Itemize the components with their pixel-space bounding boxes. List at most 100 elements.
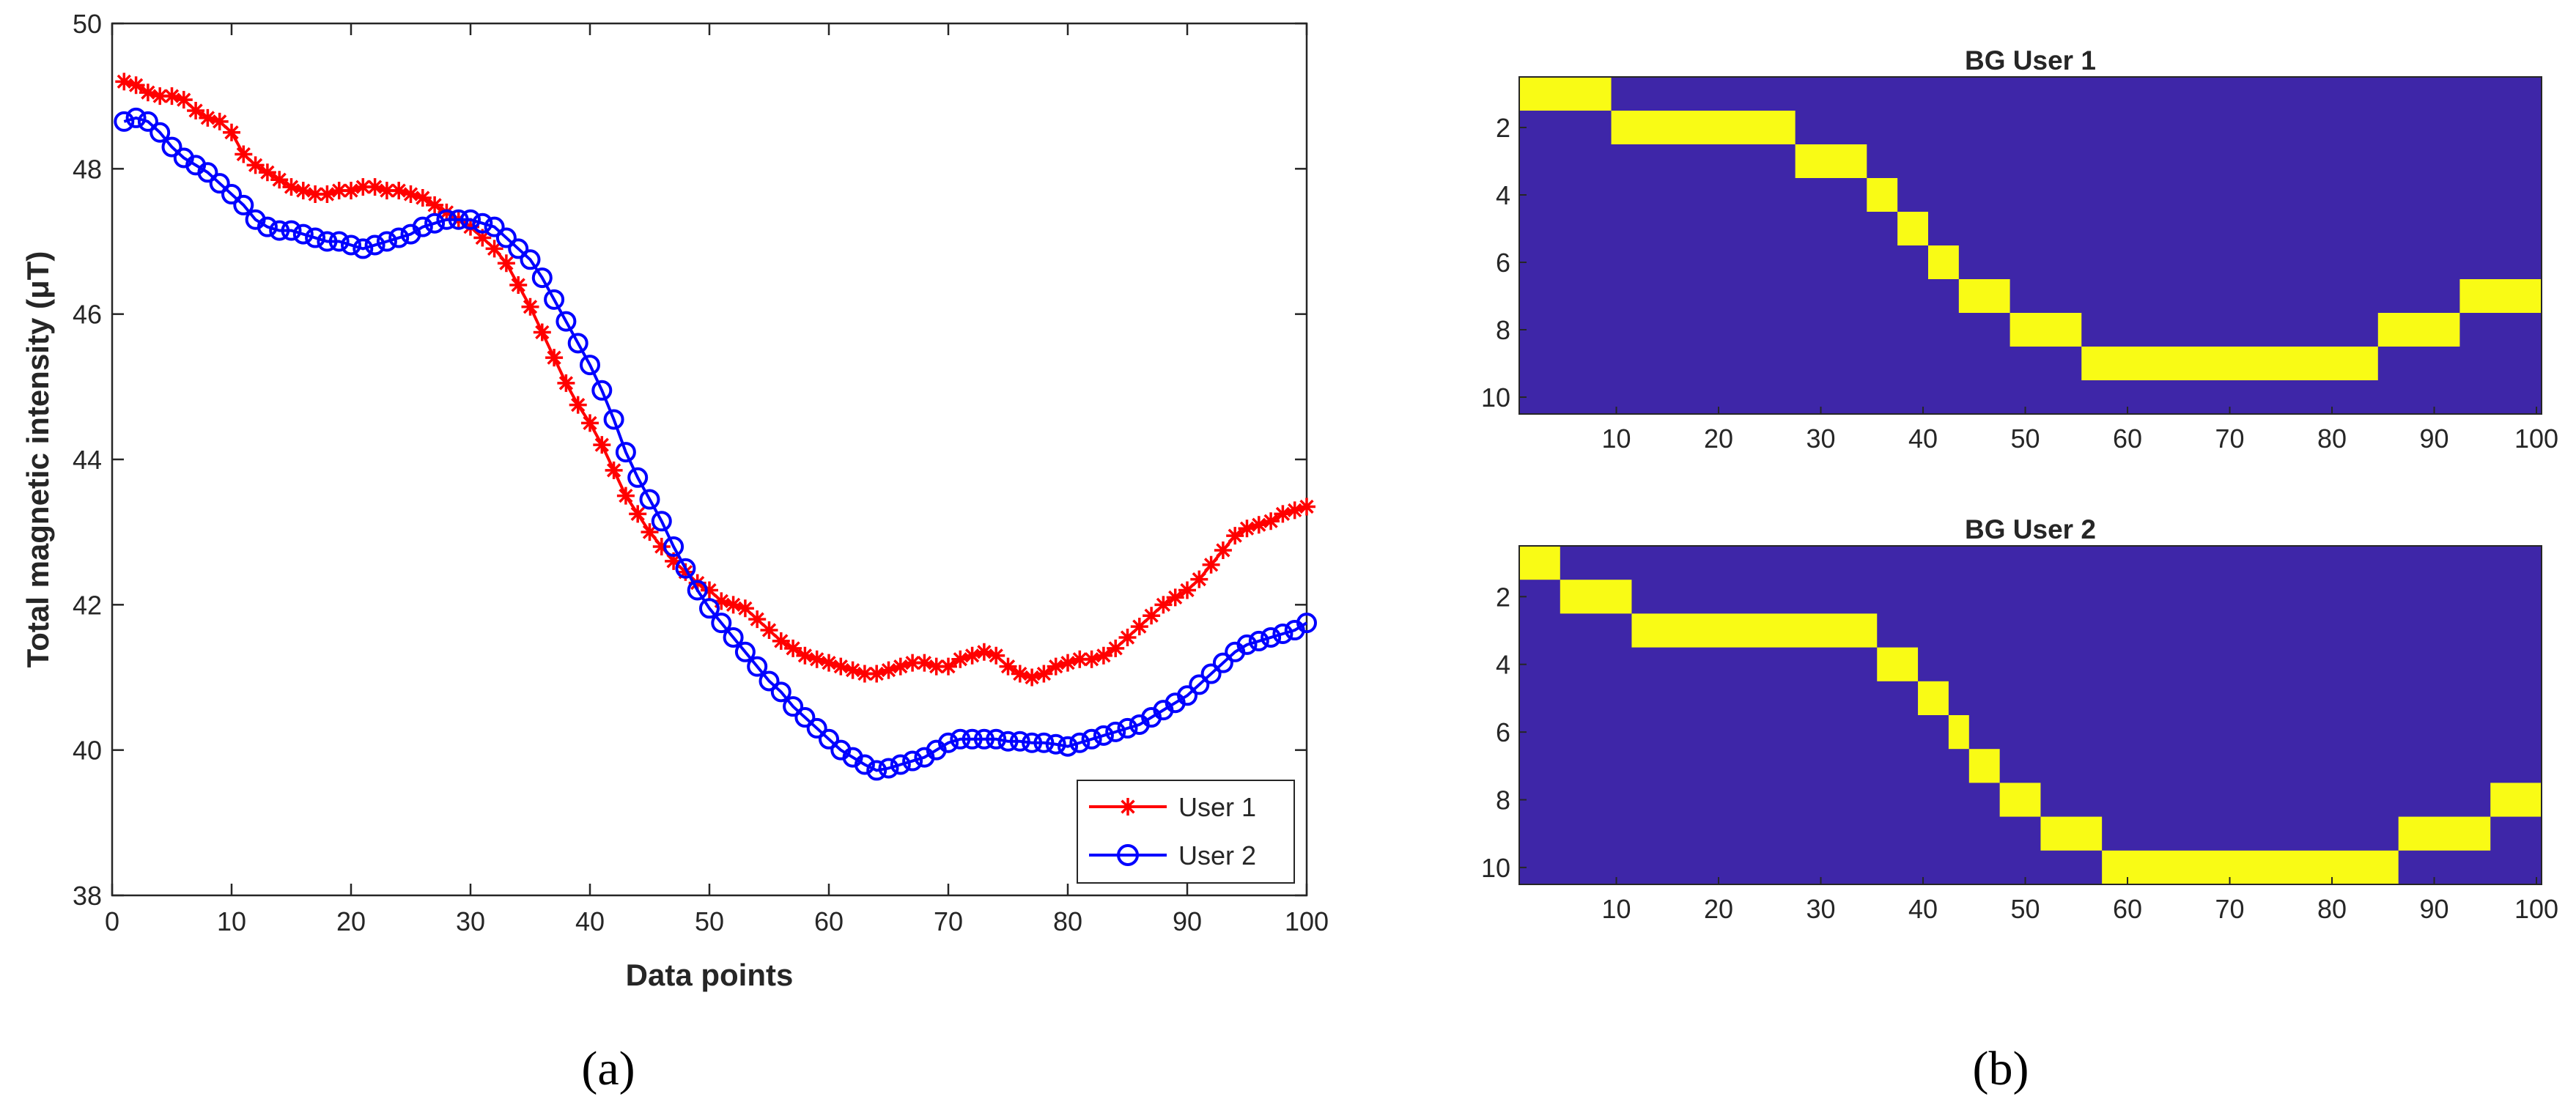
data-point — [651, 511, 672, 532]
data-point — [1166, 588, 1184, 607]
x-tick-label: 20 — [1704, 424, 1733, 454]
data-point — [1082, 650, 1101, 668]
heatmap-cell — [1611, 111, 1796, 144]
data-point — [1296, 613, 1317, 634]
heatmap-cell — [1928, 245, 1959, 279]
data-point — [1105, 721, 1126, 742]
x-tick-label: 70 — [2215, 894, 2245, 924]
data-point — [890, 754, 911, 775]
y-tick-label: 40 — [73, 736, 102, 766]
data-point — [258, 163, 276, 182]
data-point — [448, 209, 469, 230]
data-point — [531, 267, 553, 289]
data-point — [330, 182, 348, 200]
data-point — [688, 574, 706, 592]
x-tick-label: 80 — [2317, 424, 2347, 454]
data-point — [1248, 630, 1269, 651]
data-point — [1011, 665, 1029, 683]
heatmap-cell — [1519, 77, 1612, 111]
data-point — [1272, 624, 1293, 644]
data-point — [1023, 668, 1041, 687]
data-point — [495, 227, 517, 248]
data-point — [520, 249, 541, 270]
data-point — [342, 182, 360, 200]
heatmap-cell — [1958, 279, 2010, 313]
heatmap-cell — [1897, 212, 1928, 245]
data-point — [591, 380, 613, 401]
heatmap-cell — [2398, 816, 2491, 851]
heatmap-cell — [2490, 783, 2542, 817]
data-point — [125, 107, 147, 128]
y-tick-label: 6 — [1496, 717, 1510, 747]
y-tick-label: 42 — [73, 590, 102, 620]
data-point — [593, 436, 611, 454]
data-point — [641, 523, 659, 541]
data-point — [139, 84, 157, 102]
data-point — [1250, 516, 1268, 534]
data-point — [521, 297, 539, 316]
caption-b: (b) — [1973, 1042, 2029, 1095]
data-point — [1022, 732, 1043, 753]
data-point — [1178, 581, 1196, 599]
heatmap-frame — [1518, 545, 2542, 885]
heatmap-cell — [1795, 144, 1867, 178]
data-point — [712, 592, 731, 610]
data-point — [1059, 654, 1077, 672]
data-point — [950, 728, 971, 750]
data-point — [462, 218, 479, 236]
data-point — [999, 657, 1017, 676]
data-point — [366, 178, 384, 196]
data-point — [390, 182, 408, 200]
data-point — [557, 374, 575, 392]
heatmap-cell — [1999, 783, 2041, 817]
data-point — [282, 178, 300, 196]
data-point — [1261, 626, 1282, 648]
y-tick-label: 8 — [1496, 315, 1510, 345]
y-tick-label: 44 — [73, 445, 102, 475]
heatmap-cell — [1968, 749, 2000, 783]
data-point — [794, 707, 816, 728]
data-point — [963, 646, 981, 665]
y-tick-label: 2 — [1496, 113, 1510, 143]
data-point — [187, 102, 205, 119]
data-point — [734, 641, 756, 662]
data-point — [292, 223, 314, 245]
data-point — [796, 646, 814, 665]
heatmap-cell — [1631, 613, 1878, 648]
data-point — [1107, 639, 1125, 657]
data-point — [317, 231, 338, 252]
data-point — [137, 111, 158, 132]
x-tick-label: 30 — [456, 906, 485, 936]
data-point — [652, 538, 671, 555]
data-point — [545, 349, 564, 367]
data-point — [209, 173, 230, 194]
x-tick-label: 20 — [336, 906, 366, 936]
data-point — [1009, 731, 1030, 752]
heatmap-cell — [2009, 313, 2082, 347]
x-tick-label: 40 — [1908, 894, 1938, 924]
x-tick-label: 100 — [1285, 906, 1329, 936]
heatmap-cell — [2377, 313, 2460, 347]
data-point — [402, 185, 420, 204]
data-point — [281, 220, 302, 241]
data-point — [1202, 555, 1220, 574]
data-point — [497, 254, 515, 273]
x-tick-label: 60 — [814, 906, 844, 936]
data-point — [377, 182, 396, 200]
x-tick-label: 90 — [2420, 424, 2449, 454]
data-point — [197, 162, 218, 183]
x-tick-label: 60 — [2113, 424, 2142, 454]
x-tick-label: 50 — [2011, 894, 2040, 924]
data-point — [328, 231, 350, 252]
data-point — [1035, 665, 1053, 683]
y-tick-label: 8 — [1496, 785, 1510, 816]
data-point — [581, 414, 599, 432]
data-point — [509, 276, 528, 294]
data-point — [257, 216, 278, 237]
data-point — [424, 212, 446, 234]
data-point — [1238, 519, 1256, 538]
data-point — [806, 717, 827, 739]
data-point — [711, 613, 732, 634]
data-point — [1033, 732, 1055, 753]
heatmap-user2-panel: BG User 2 10 20 30 40 50 60 70 80 90 100 2 4 6 8 10 — [1481, 514, 2558, 924]
